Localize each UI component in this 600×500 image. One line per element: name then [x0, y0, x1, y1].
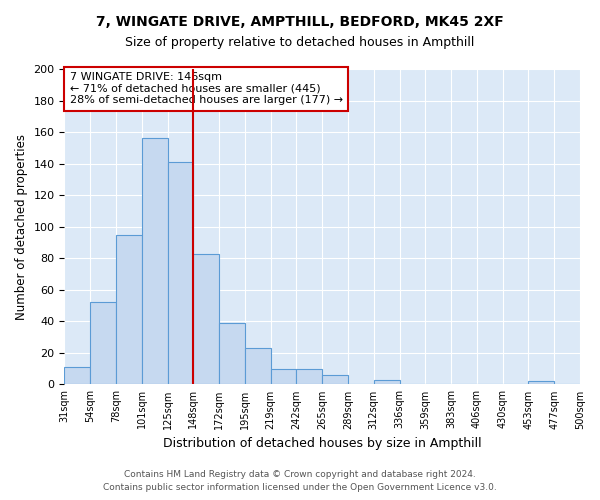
Bar: [296, 368, 322, 384]
Text: Contains HM Land Registry data © Crown copyright and database right 2024.
Contai: Contains HM Land Registry data © Crown c…: [103, 470, 497, 492]
X-axis label: Distribution of detached houses by size in Ampthill: Distribution of detached houses by size …: [163, 437, 482, 450]
Bar: [219, 323, 245, 384]
Bar: [322, 375, 348, 384]
Bar: [245, 348, 271, 385]
Bar: [142, 138, 167, 384]
Text: 7, WINGATE DRIVE, AMPTHILL, BEDFORD, MK45 2XF: 7, WINGATE DRIVE, AMPTHILL, BEDFORD, MK4…: [96, 15, 504, 29]
Bar: [529, 382, 554, 384]
Bar: [90, 302, 116, 384]
Bar: [64, 367, 90, 384]
Y-axis label: Number of detached properties: Number of detached properties: [15, 134, 28, 320]
Bar: [374, 380, 400, 384]
Text: Size of property relative to detached houses in Ampthill: Size of property relative to detached ho…: [125, 36, 475, 49]
Bar: [167, 162, 193, 384]
Bar: [193, 254, 219, 384]
Bar: [116, 234, 142, 384]
Bar: [271, 368, 296, 384]
Text: 7 WINGATE DRIVE: 146sqm
← 71% of detached houses are smaller (445)
28% of semi-d: 7 WINGATE DRIVE: 146sqm ← 71% of detache…: [70, 72, 343, 106]
